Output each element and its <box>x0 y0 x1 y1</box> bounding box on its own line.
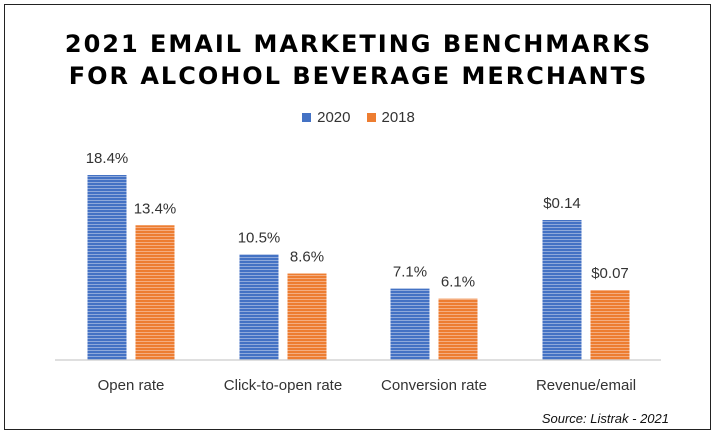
source-note: Source: Listrak - 2021 <box>541 411 669 426</box>
bar-2018-conversion-rate <box>438 298 478 360</box>
data-label-2020-open-rate: 18.4% <box>86 150 129 167</box>
legend-label-2020: 2020 <box>317 109 351 126</box>
legend-swatch-2018 <box>366 113 376 122</box>
data-label-2020-conversion-rate: 7.1% <box>393 264 427 281</box>
chart-title-line2: FOR ALCOHOL BEVERAGE MERCHANTS <box>68 62 649 90</box>
legend: 2020 2018 <box>0 109 717 126</box>
bar-2020-revenue-email <box>542 220 582 360</box>
data-label-2018-conversion-rate: 6.1% <box>441 274 475 291</box>
legend-item-2020: 2020 <box>302 109 351 126</box>
bar-2018-open-rate <box>135 225 175 360</box>
bar-2018-click-to-open-rate <box>287 273 327 360</box>
data-label-2020-click-to-open-rate: 10.5% <box>238 229 281 246</box>
category-label: Click-to-open rate <box>224 377 342 394</box>
data-label-2018-click-to-open-rate: 8.6% <box>290 249 324 266</box>
chart-title-line1: 2021 EMAIL MARKETING BENCHMARKS <box>64 30 653 58</box>
bar-2018-revenue-email <box>590 290 630 360</box>
category-label: Open rate <box>98 377 165 394</box>
bar-2020-conversion-rate <box>390 288 430 360</box>
data-label-2020-revenue-email: $0.14 <box>543 195 581 212</box>
legend-item-2018: 2018 <box>366 109 415 126</box>
bar-2020-click-to-open-rate <box>239 254 279 360</box>
legend-swatch-2020 <box>302 113 312 122</box>
data-label-2018-revenue-email: $0.07 <box>591 265 629 282</box>
category-label: Revenue/email <box>536 377 636 394</box>
legend-label-2018: 2018 <box>381 109 415 126</box>
data-label-2018-open-rate: 13.4% <box>134 200 177 217</box>
bar-2020-open-rate <box>87 175 127 360</box>
category-label: Conversion rate <box>381 377 487 394</box>
